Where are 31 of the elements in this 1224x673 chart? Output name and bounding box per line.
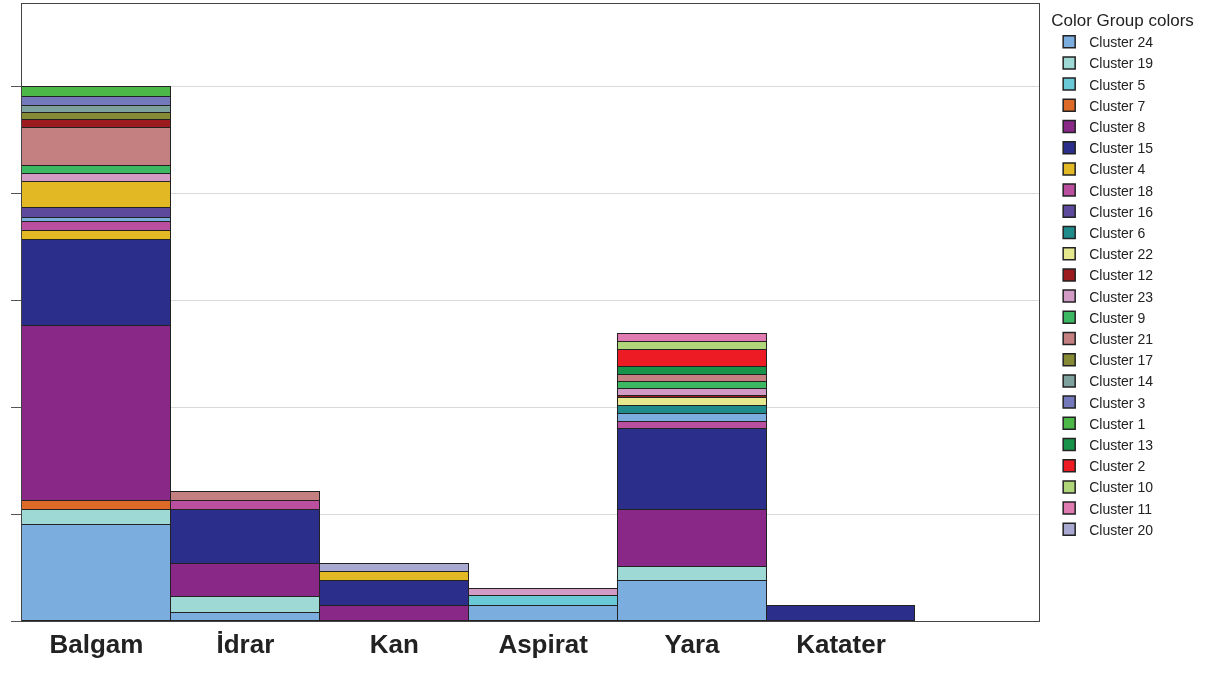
legend-label: Cluster 21 xyxy=(1089,330,1154,347)
legend-label: Cluster 4 xyxy=(1089,161,1146,178)
legend-label: Cluster 7 xyxy=(1089,97,1146,114)
legend-label: Cluster 20 xyxy=(1089,521,1154,538)
legend-label: Cluster 18 xyxy=(1089,182,1154,199)
legend-label: Cluster 19 xyxy=(1089,55,1154,72)
legend-label: Cluster 11 xyxy=(1089,500,1153,517)
x-tick-label: Kan xyxy=(369,629,419,660)
legend-label: Cluster 23 xyxy=(1089,288,1154,305)
legend-label: Cluster 3 xyxy=(1089,394,1146,411)
legend-label: Cluster 14 xyxy=(1089,373,1154,390)
x-tick-label: Aspirat xyxy=(498,629,589,660)
legend-label: Cluster 13 xyxy=(1089,436,1154,453)
legend-label: Cluster 9 xyxy=(1089,309,1146,326)
legend-title: Color Group colors xyxy=(1051,11,1194,31)
x-tick-label: Yara xyxy=(664,629,721,660)
x-tick-label: İdrar xyxy=(216,629,275,660)
legend-label: Cluster 6 xyxy=(1089,224,1146,241)
legend-label: Cluster 22 xyxy=(1089,246,1154,263)
legend-label: Cluster 16 xyxy=(1089,203,1154,220)
legend-label: Cluster 2 xyxy=(1089,458,1146,475)
legend-label: Cluster 15 xyxy=(1089,140,1154,157)
legend-label: Cluster 5 xyxy=(1089,76,1146,93)
legend-label: Cluster 1 xyxy=(1089,415,1146,432)
x-tick-label: Katater xyxy=(796,629,886,660)
legend-label: Cluster 12 xyxy=(1089,267,1154,284)
x-tick-label: Balgam xyxy=(49,629,144,660)
legend-label: Cluster 17 xyxy=(1089,352,1154,369)
legend-label: Cluster 10 xyxy=(1089,479,1154,496)
legend-label: Cluster 8 xyxy=(1089,118,1146,135)
legend-label: Cluster 24 xyxy=(1089,34,1154,51)
